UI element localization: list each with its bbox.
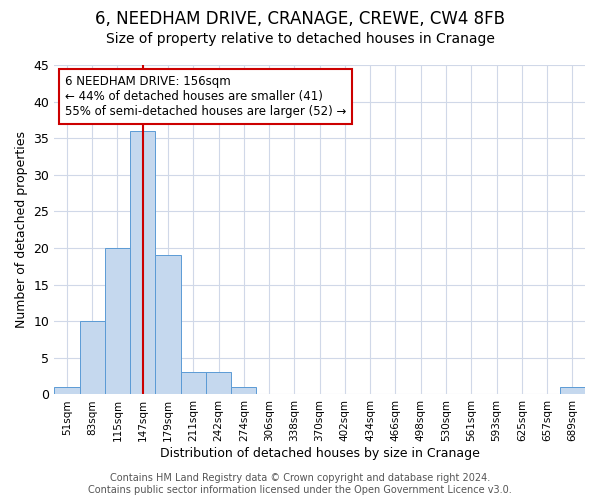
Text: Size of property relative to detached houses in Cranage: Size of property relative to detached ho… — [106, 32, 494, 46]
Y-axis label: Number of detached properties: Number of detached properties — [15, 131, 28, 328]
Bar — [181, 372, 206, 394]
Bar — [206, 372, 231, 394]
Text: 6 NEEDHAM DRIVE: 156sqm
← 44% of detached houses are smaller (41)
55% of semi-de: 6 NEEDHAM DRIVE: 156sqm ← 44% of detache… — [65, 75, 346, 118]
Bar — [155, 256, 181, 394]
X-axis label: Distribution of detached houses by size in Cranage: Distribution of detached houses by size … — [160, 447, 479, 460]
Text: 6, NEEDHAM DRIVE, CRANAGE, CREWE, CW4 8FB: 6, NEEDHAM DRIVE, CRANAGE, CREWE, CW4 8F… — [95, 10, 505, 28]
Bar — [54, 387, 80, 394]
Bar — [231, 387, 256, 394]
Text: Contains HM Land Registry data © Crown copyright and database right 2024.
Contai: Contains HM Land Registry data © Crown c… — [88, 474, 512, 495]
Bar — [105, 248, 130, 394]
Bar — [130, 131, 155, 394]
Bar — [80, 321, 105, 394]
Bar — [560, 387, 585, 394]
